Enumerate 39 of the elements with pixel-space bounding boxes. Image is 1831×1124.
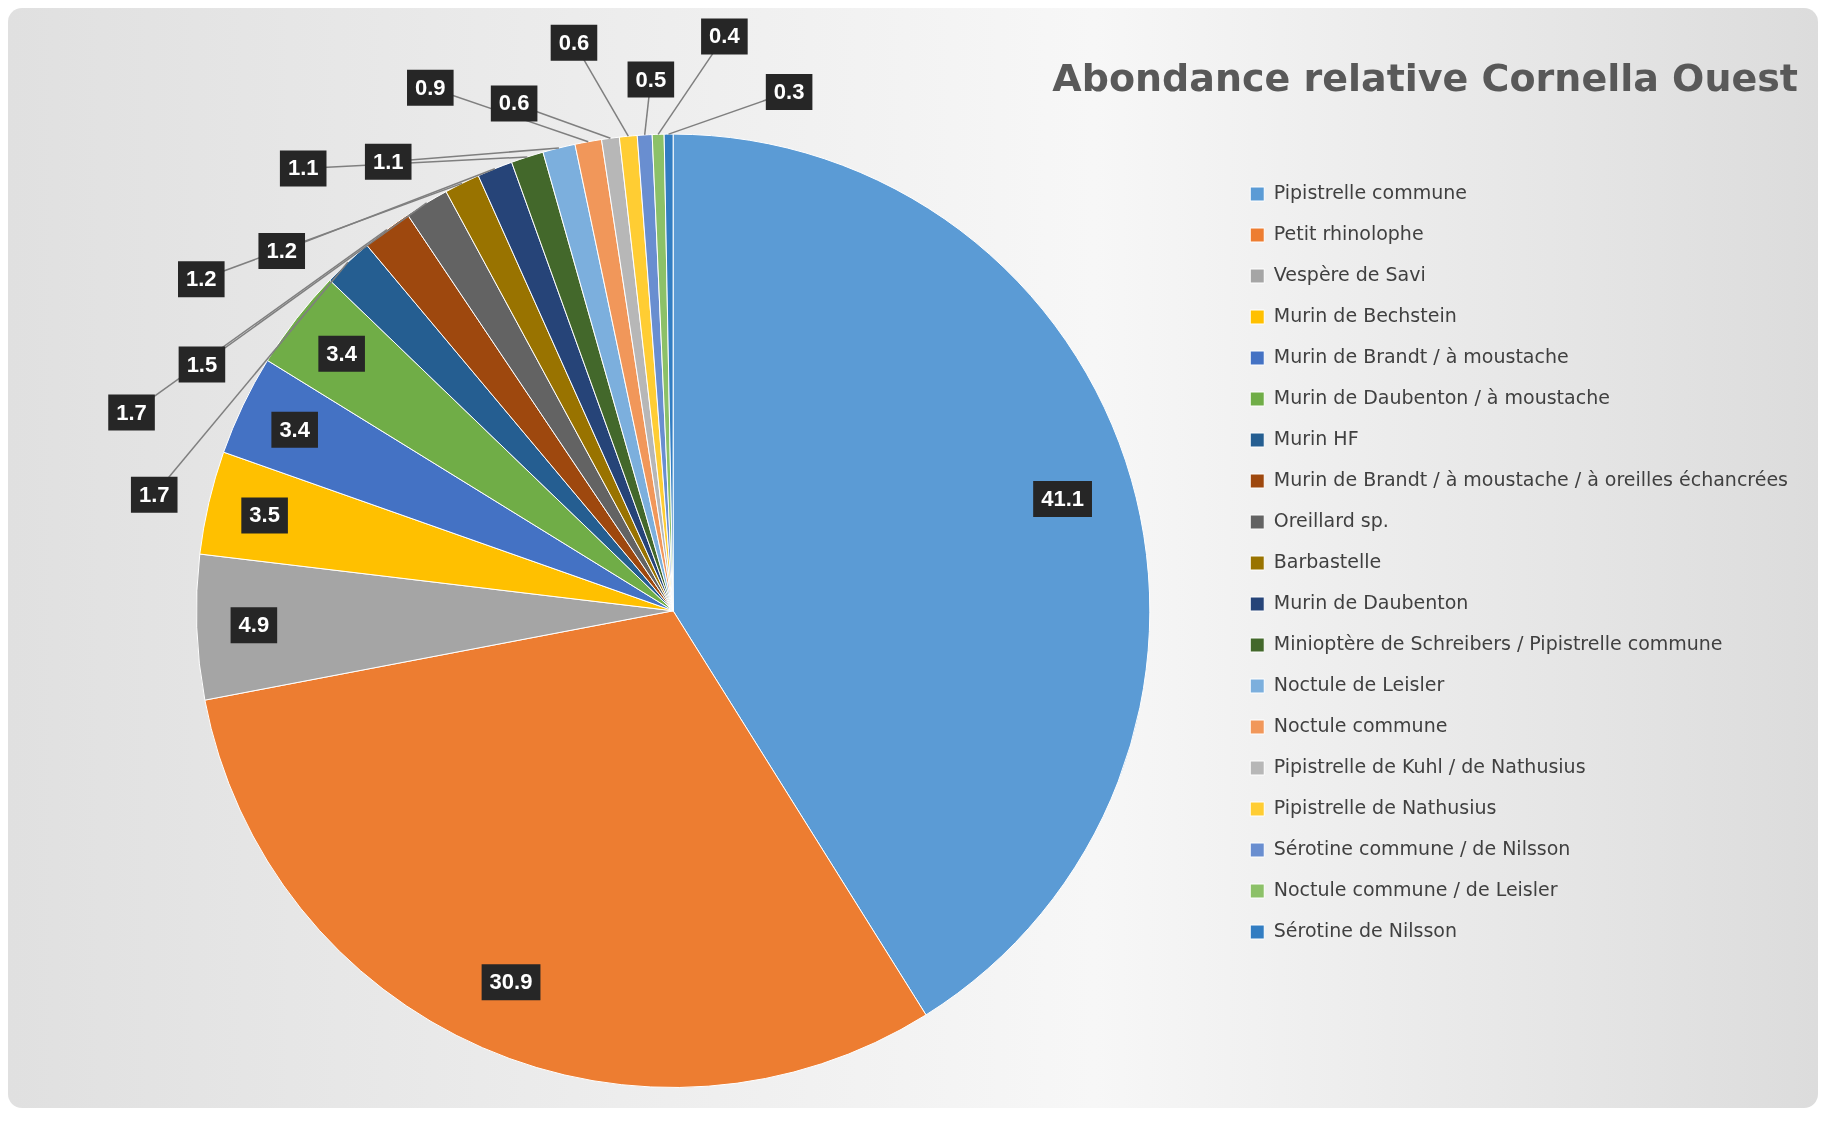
data-label: 3.5 xyxy=(249,502,280,528)
data-label: 1.2 xyxy=(186,266,217,292)
data-label: 1.2 xyxy=(266,237,298,263)
legend-label: Murin de Daubenton xyxy=(1273,590,1469,613)
data-label: 1.5 xyxy=(186,351,218,377)
legend-label: Petit rhinolophe xyxy=(1273,221,1424,244)
data-label: 1.1 xyxy=(287,155,319,181)
legend-label: Noctule commune xyxy=(1273,713,1448,736)
legend-label: Barbastelle xyxy=(1273,549,1382,572)
legend-label: Minioptère de Schreibers / Pipistrelle commune xyxy=(1273,631,1723,654)
data-label: 0.4 xyxy=(709,23,741,49)
data-label: 3.4 xyxy=(279,416,311,442)
data-label: 0.3 xyxy=(773,78,805,104)
data-label: 0.6 xyxy=(498,90,530,116)
data-label: 0.6 xyxy=(558,29,590,55)
legend-label: Murin de Brandt / à moustache xyxy=(1273,344,1569,367)
legend-label: Murin HF xyxy=(1273,426,1359,449)
legend-label: Noctule de Leisler xyxy=(1273,672,1445,695)
data-label: 1.1 xyxy=(372,148,404,174)
legend-label: Oreillard sp. xyxy=(1273,508,1389,531)
legend-label: Sérotine de Nilsson xyxy=(1273,918,1458,941)
data-label: 1.7 xyxy=(138,481,170,507)
data-label: 1.7 xyxy=(116,399,147,425)
legend-label: Pipistrelle de Nathusius xyxy=(1273,795,1497,818)
legend-label: Murin de Brandt / à moustache / à oreilles échancrées xyxy=(1273,467,1788,490)
text: Abondance relative Cornella Ouest xyxy=(1052,55,1798,100)
data-label: 0.5 xyxy=(635,66,667,92)
data-label: 3.4 xyxy=(326,340,358,366)
legend-label: Vespère de Savi xyxy=(1273,262,1426,285)
legend-label: Murin de Bechstein xyxy=(1273,303,1457,326)
data-label: 30.9 xyxy=(489,969,533,995)
data-label: 41.1 xyxy=(1041,486,1084,512)
legend-label: Pipistrelle de Kuhl / de Nathusius xyxy=(1273,754,1586,777)
legend-label: Sérotine commune / de Nilsson xyxy=(1273,836,1571,859)
data-label: 0.9 xyxy=(415,74,446,100)
legend-label: Pipistrelle commune xyxy=(1273,180,1467,203)
legend-label: Noctule commune / de Leisler xyxy=(1273,877,1558,900)
data-label: 4.9 xyxy=(238,612,270,638)
legend-label: Murin de Daubenton / à moustache xyxy=(1273,385,1610,408)
